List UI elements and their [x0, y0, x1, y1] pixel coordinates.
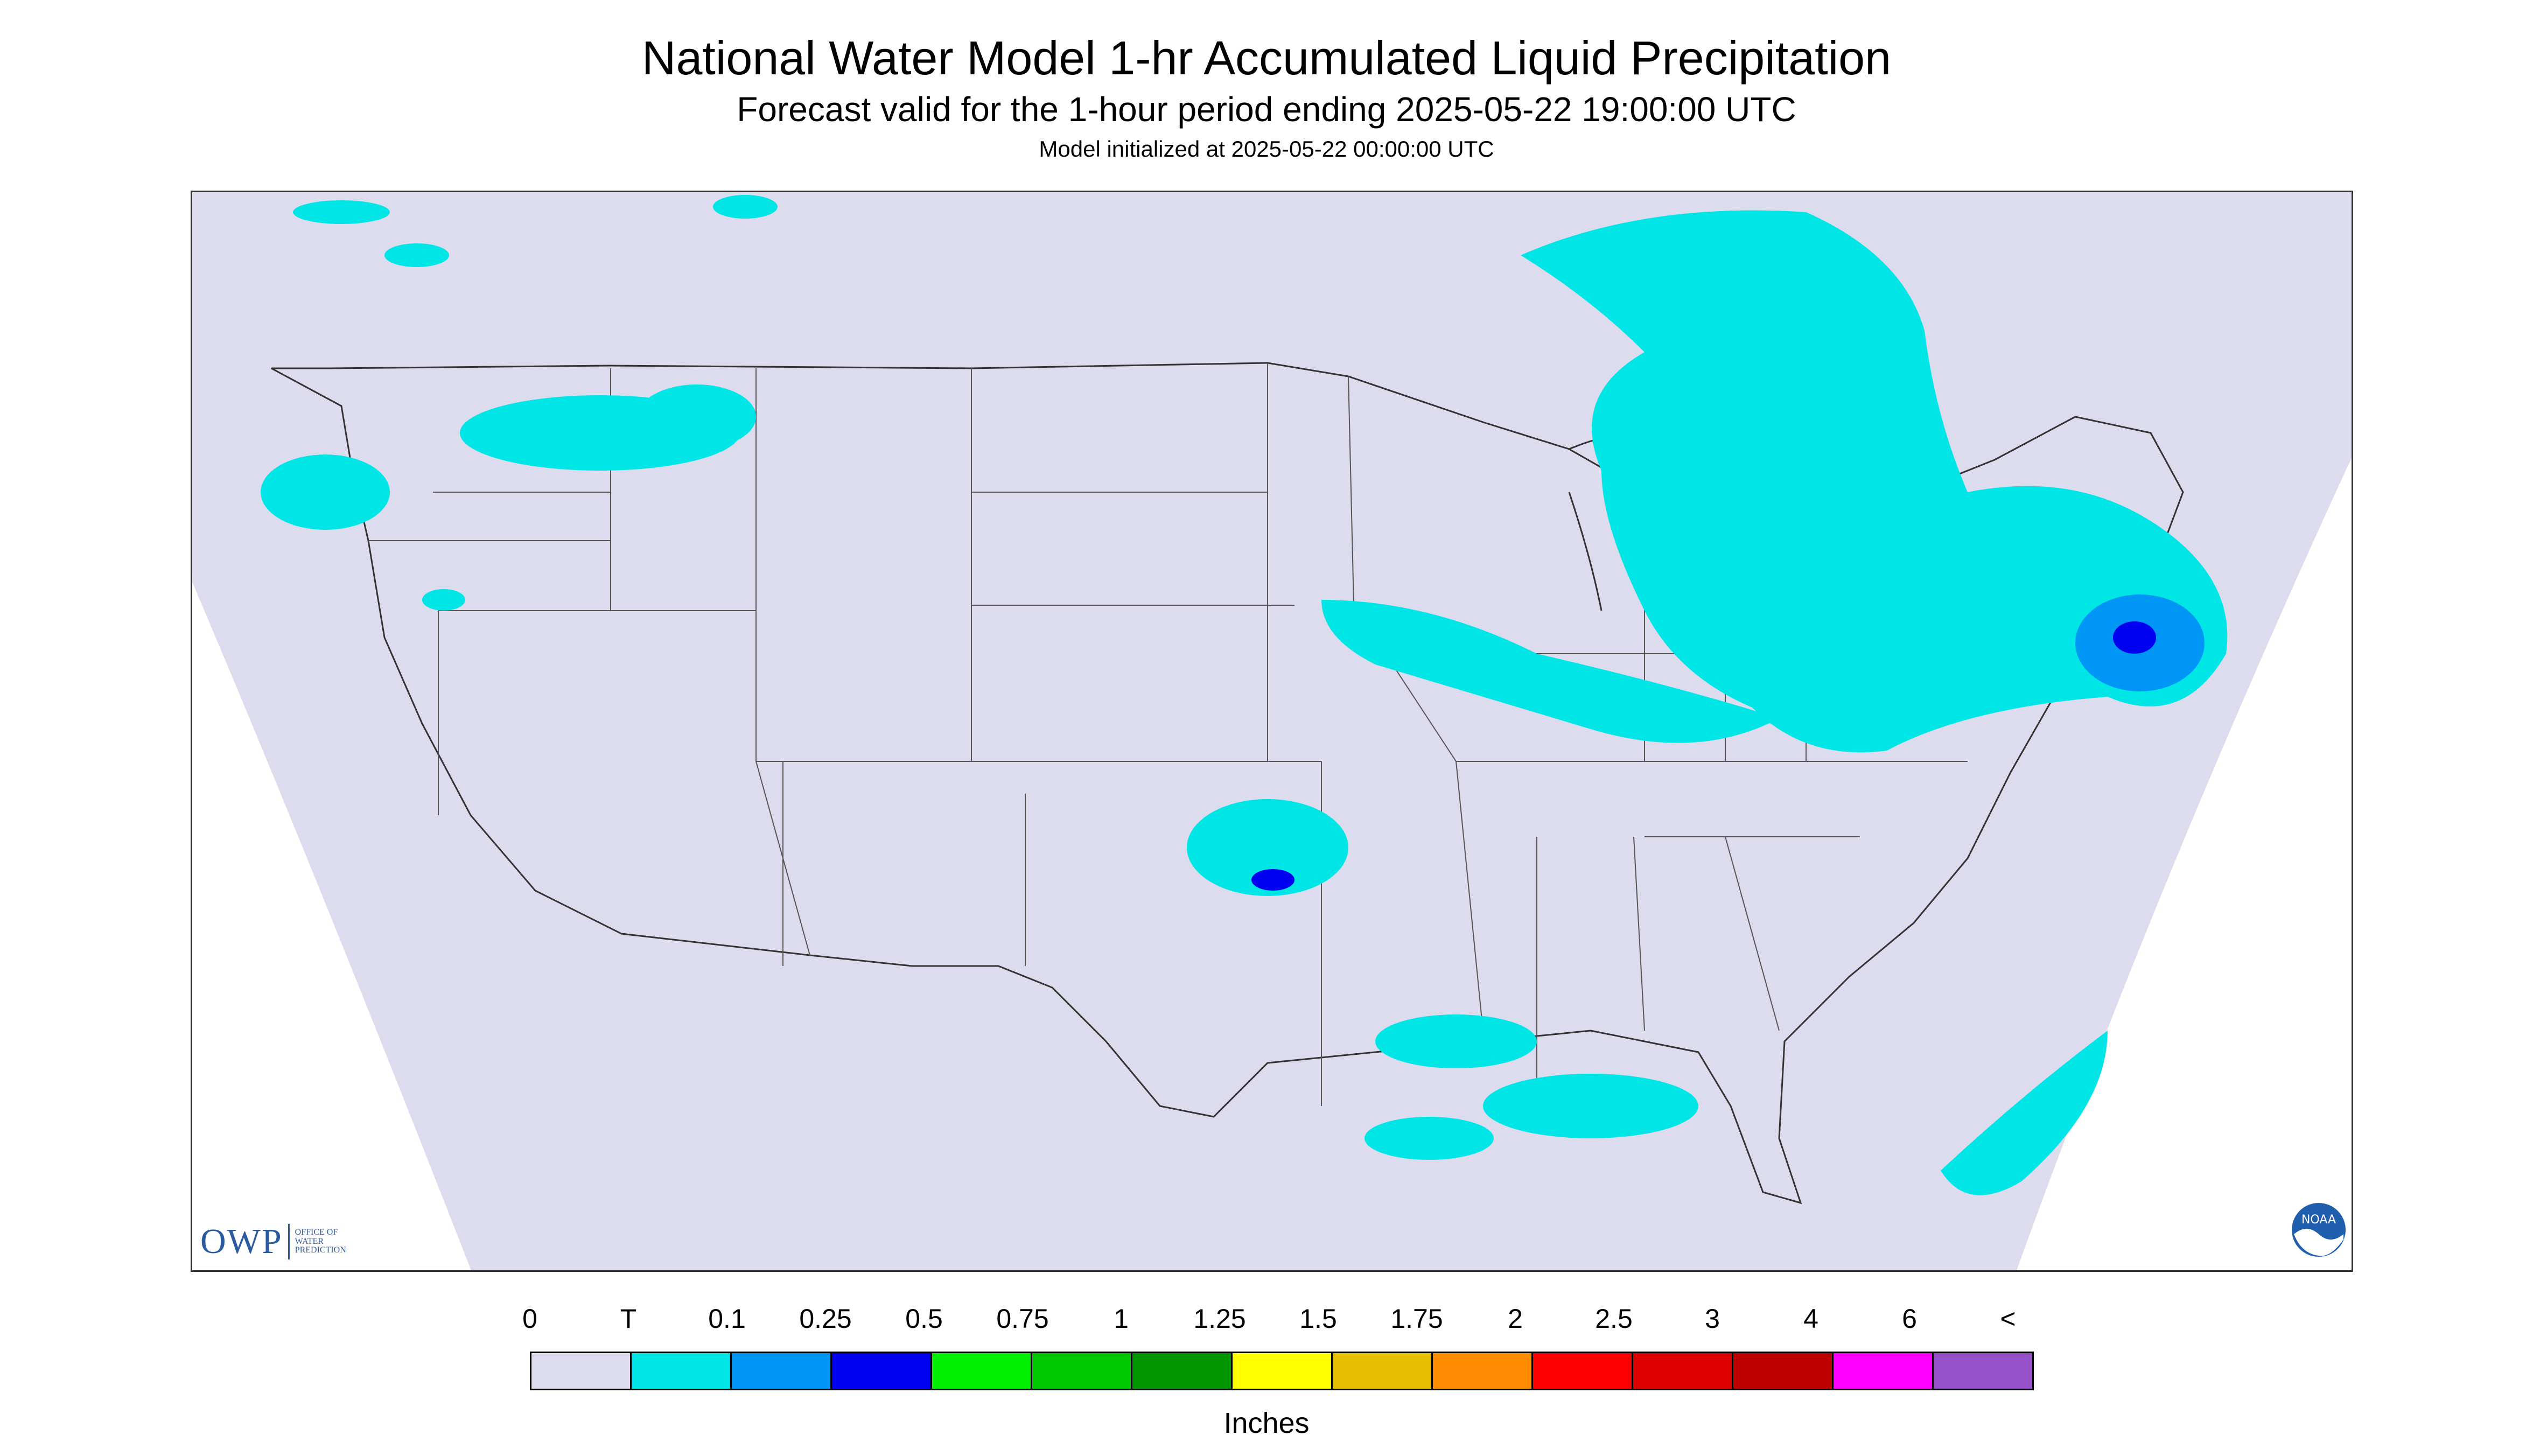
owp-logo: OWP OFFICE OF WATER PREDICTION: [200, 1221, 376, 1262]
precip-gulf: [1365, 1014, 1698, 1160]
legend-swatch: [1032, 1353, 1132, 1389]
init-time: Model initialized at 2025-05-22 00:00:00…: [1039, 136, 1494, 162]
legend-swatch: [732, 1353, 832, 1389]
legend-label: 0.25: [799, 1304, 852, 1334]
legend-swatch: [832, 1353, 932, 1389]
legend-label: 6: [1902, 1304, 1917, 1334]
legend-colorbar: [530, 1352, 2034, 1390]
precip-northeast-heavy: [2113, 621, 2156, 654]
legend-swatch: [1333, 1353, 1433, 1389]
precip-northwest: [261, 195, 778, 611]
owp-line-1: OFFICE OF: [295, 1227, 338, 1237]
legend-labels: 0 T 0.1 0.25 0.5 0.75 1 1.25 1.5 1.75 2 2.5 3 4 6 <: [0, 1303, 2533, 1341]
legend-label: T: [620, 1304, 637, 1334]
legend-label: 0: [522, 1304, 537, 1334]
precip-map: [191, 191, 2353, 1272]
legend-label: 1.75: [1390, 1304, 1443, 1334]
legend-swatch: [1533, 1353, 1633, 1389]
legend-swatch: [531, 1353, 632, 1389]
legend-swatch: [1834, 1353, 1934, 1389]
precip-south-central: [1187, 799, 1348, 896]
owp-divider: [288, 1224, 290, 1259]
legend-label: 2.5: [1595, 1304, 1633, 1334]
noaa-text: NOAA: [2301, 1213, 2336, 1227]
state-boundaries: [368, 363, 2048, 1106]
legend-label: 0.75: [996, 1304, 1049, 1334]
map-border: [191, 191, 2353, 1272]
legend-swatch: [1132, 1353, 1233, 1389]
legend-label: <: [2000, 1304, 2016, 1334]
legend-label: 1.25: [1193, 1304, 1246, 1334]
legend-label: 0.5: [905, 1304, 943, 1334]
chart-title: National Water Model 1-hr Accumulated Li…: [641, 31, 1892, 85]
precip-south-central-heavy: [1251, 869, 1295, 891]
chart-subtitle: Forecast valid for the 1-hour period end…: [737, 90, 1796, 129]
legend-swatch: [632, 1353, 732, 1389]
legend-label: 0.1: [708, 1304, 746, 1334]
owp-line-3: PREDICTION: [295, 1245, 346, 1255]
legend-label: 3: [1705, 1304, 1720, 1334]
owp-subtitle: OFFICE OF WATER PREDICTION: [295, 1228, 376, 1255]
legend-swatch: [1233, 1353, 1333, 1389]
legend-label: 2: [1508, 1304, 1523, 1334]
legend-swatch: [1633, 1353, 1733, 1389]
legend-label: 1.5: [1299, 1304, 1337, 1334]
noaa-logo: NOAA: [2292, 1203, 2346, 1257]
legend-swatch: [1733, 1353, 1834, 1389]
legend-swatch: [932, 1353, 1032, 1389]
legend-label: 4: [1803, 1304, 1818, 1334]
precip-northeast: [1321, 210, 2228, 1195]
owp-line-2: WATER: [295, 1236, 324, 1246]
legend-units: Inches: [1223, 1407, 1310, 1439]
legend-swatch: [1433, 1353, 1533, 1389]
legend-swatch: [1934, 1353, 2032, 1389]
legend-label: 1: [1114, 1304, 1129, 1334]
owp-mark: OWP: [200, 1222, 283, 1261]
